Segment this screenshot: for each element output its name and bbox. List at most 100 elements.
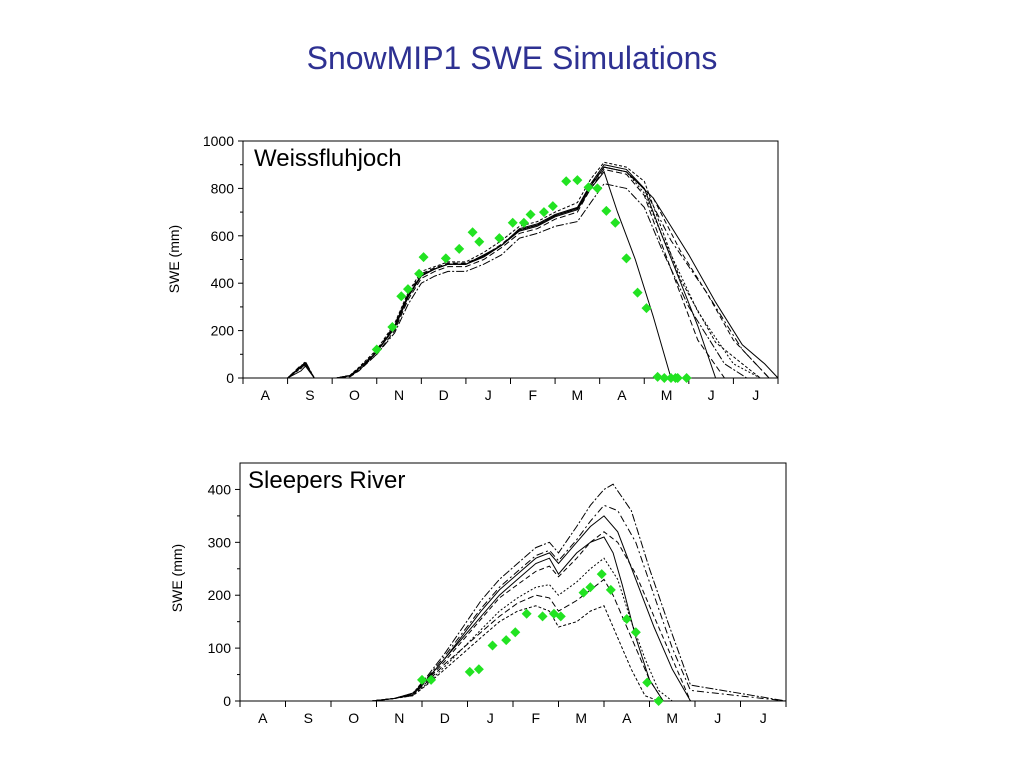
model-line [243,183,778,379]
observed-point [418,252,429,263]
observed-point [473,664,484,675]
observed-point [672,373,683,383]
month-label: J [760,710,767,726]
y-tick-label: 800 [211,180,235,196]
month-label: F [531,710,540,726]
observed-point [572,175,583,186]
month-label: A [617,387,627,403]
observed-point [467,227,478,238]
observed-point [632,287,643,298]
month-label: N [394,710,404,726]
observed-point [521,608,532,619]
observed-point [610,217,621,228]
y-tick-label: 200 [208,587,232,603]
observed-point [578,587,589,598]
observed-point [510,627,521,638]
observed-point [525,209,536,220]
y-tick-label: 400 [211,275,235,291]
month-label: A [258,710,268,726]
observed-point [417,674,427,685]
y-tick-label: 0 [226,370,234,386]
month-label: M [666,710,678,726]
month-label: O [349,387,360,403]
month-label: O [348,710,359,726]
model-line [240,504,787,702]
model-line [243,166,779,379]
observed-point [596,569,607,580]
slide-title: SnowMIP1 SWE Simulations [306,40,718,76]
y-tick-label: 200 [211,323,235,339]
observed-point [642,677,653,688]
month-label: J [708,387,715,403]
month-label: D [440,710,450,726]
month-label: S [305,387,314,403]
observed-point [652,371,663,382]
observed-point [440,253,451,264]
observed-point [414,268,425,279]
observed-point [585,582,596,593]
month-label: J [487,710,494,726]
observed-point [494,233,505,244]
month-label: D [439,387,449,403]
observed-point [507,217,518,228]
month-label: N [394,387,404,403]
observed-point [592,183,603,194]
model-line [240,531,786,702]
y-tick-label: 400 [208,481,232,497]
observed-point [474,236,485,247]
month-label: J [485,387,492,403]
observed-point [681,373,692,383]
observed-point [387,322,398,333]
observed-point [402,284,413,295]
observed-point [653,696,664,706]
observed-series [371,175,692,383]
observed-point [371,344,382,355]
weissfluhjoch-chart: Weissfluhjoch SWE (mm) 0 200 400 600 800 1000… [166,133,779,403]
observed-point [583,182,594,193]
month-label: J [714,710,721,726]
model-line [243,166,778,379]
month-label: M [572,387,584,403]
observed-point [621,253,632,264]
observed-point [605,584,616,595]
model-line [243,170,778,379]
plot-frame [239,462,787,702]
y-tick-label: 600 [211,228,235,244]
model-line [243,166,778,379]
observed-point [547,201,558,212]
model-line [240,483,787,702]
month-label: M [575,710,587,726]
observed-point [487,640,498,651]
model-line [243,166,778,379]
month-label: M [661,387,673,403]
model-line [240,536,786,702]
chart-title: Weissfluhjoch [254,145,402,172]
observed-point [464,666,475,677]
observed-point [621,614,632,625]
observed-point [601,205,612,216]
y-ticks: 0 100 200 300 400 [208,481,240,709]
model-series [240,483,787,702]
sleepers-river-chart: Sleepers River SWE (mm) 0 100 200 300 400 A S… [169,462,787,726]
month-label: A [261,387,271,403]
y-tick-label: 1000 [203,133,234,149]
y-tick-label: 0 [223,693,231,709]
observed-point [501,635,512,646]
y-tick-label: 300 [208,534,232,550]
observed-point [426,674,437,685]
model-line [240,557,786,702]
month-label: J [752,387,759,403]
observed-point [659,373,670,383]
observed-point [538,207,549,218]
model-line [240,515,786,702]
model-line [243,168,778,379]
y-ticks: 0 200 400 600 800 1000 [203,133,243,386]
observed-point [641,303,652,314]
observed-point [396,291,407,302]
month-label: F [529,387,538,403]
month-label: S [304,710,313,726]
y-axis-title: SWE (mm) [166,225,182,293]
observed-point [555,611,566,622]
